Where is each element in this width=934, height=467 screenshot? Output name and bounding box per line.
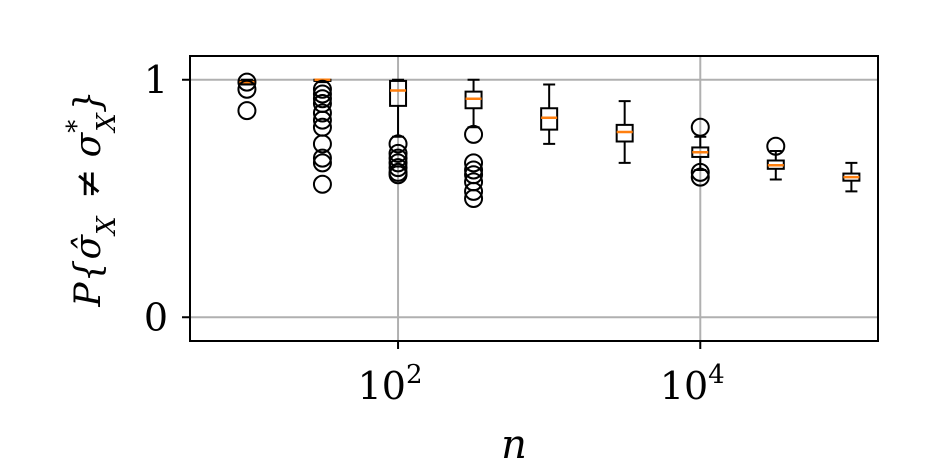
outlier-point bbox=[388, 134, 408, 154]
outlier-point bbox=[312, 148, 332, 168]
outlier-point bbox=[690, 167, 710, 187]
x-tick-label: 104 bbox=[660, 360, 725, 408]
outlier-point bbox=[388, 153, 408, 173]
plot-area-frame bbox=[189, 55, 879, 342]
outlier-point bbox=[312, 110, 332, 130]
outlier-point bbox=[237, 101, 257, 121]
outlier-point bbox=[464, 160, 484, 180]
x-axis-label: n bbox=[501, 422, 527, 467]
box-group bbox=[464, 78, 484, 208]
outlier-point bbox=[690, 117, 710, 137]
box-group bbox=[312, 78, 332, 194]
outlier-point bbox=[312, 153, 332, 173]
outlier-point bbox=[388, 158, 408, 178]
box-group bbox=[615, 100, 634, 164]
outlier-point bbox=[464, 189, 484, 208]
y-axis-label: P{σ̂X ≠ σ*X} bbox=[62, 90, 122, 307]
y-tick-label: 0 bbox=[144, 295, 168, 339]
outlier-point bbox=[237, 79, 257, 99]
box-iqr bbox=[389, 79, 408, 107]
x-tick-label: 102 bbox=[358, 360, 423, 408]
outlier-point bbox=[312, 79, 332, 99]
box-group bbox=[690, 117, 710, 187]
outlier-point bbox=[312, 84, 332, 104]
outlier-point bbox=[312, 103, 332, 123]
box-series bbox=[237, 72, 861, 208]
axis-ticks: 102 104 0 1 bbox=[144, 58, 725, 408]
outlier-point bbox=[464, 124, 484, 144]
y-tick-label: 1 bbox=[144, 58, 168, 102]
outlier-point bbox=[312, 134, 332, 154]
outlier-point bbox=[388, 165, 408, 185]
outlier-point bbox=[766, 136, 786, 156]
outlier-point bbox=[690, 162, 710, 182]
outlier-point bbox=[388, 143, 408, 163]
y-axis-label-group: P{σ̂X ≠ σ*X} bbox=[62, 90, 122, 307]
box-group bbox=[540, 83, 559, 145]
outlier-point bbox=[237, 72, 257, 92]
box-group bbox=[766, 136, 786, 181]
outlier-point bbox=[464, 181, 484, 201]
box-group bbox=[388, 78, 408, 185]
outlier-point bbox=[312, 174, 332, 194]
box-group bbox=[237, 72, 257, 121]
box-group bbox=[842, 161, 861, 193]
grid-lines bbox=[190, 56, 878, 341]
outlier-point bbox=[464, 153, 484, 173]
outlier-point bbox=[312, 89, 332, 109]
